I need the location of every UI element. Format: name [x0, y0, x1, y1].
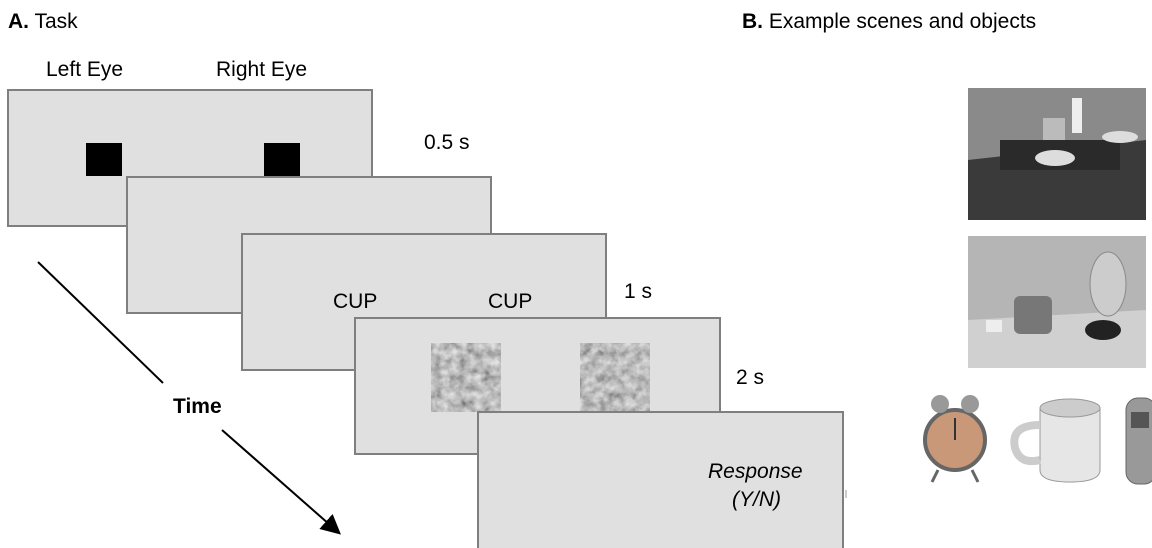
- time-label: Time: [173, 395, 222, 418]
- scene-photo: [968, 88, 1146, 220]
- noise-image: [431, 343, 501, 412]
- fixation-square: [264, 143, 300, 176]
- panel-a-heading: A. Task: [8, 10, 78, 33]
- noise-image: [580, 343, 650, 412]
- object-clock: [923, 395, 987, 483]
- object-phone: [1125, 397, 1152, 485]
- panel-b-heading: B. Example scenes and objects: [742, 10, 1036, 33]
- response-text: Response: [708, 460, 803, 483]
- cue-word: CUP: [333, 290, 377, 313]
- right-eye-label: Right Eye: [216, 58, 307, 81]
- frame-response: [477, 411, 844, 548]
- response-text: (Y/N): [732, 488, 781, 511]
- duration-label: 2 s: [736, 366, 764, 389]
- duration-label: 1 s: [624, 280, 652, 303]
- text: Example scenes and objects: [769, 10, 1036, 33]
- object-mug: [1010, 398, 1101, 483]
- scene-photo: [968, 236, 1146, 368]
- time-arrow: [37, 261, 164, 384]
- fixation-square: [86, 143, 122, 176]
- text: A.: [8, 10, 29, 33]
- text: B.: [742, 10, 763, 33]
- time-arrow: [221, 429, 342, 535]
- text: Task: [34, 10, 78, 33]
- cue-word: CUP: [488, 290, 532, 313]
- left-eye-label: Left Eye: [46, 58, 123, 81]
- duration-label: 0.5 s: [424, 131, 470, 154]
